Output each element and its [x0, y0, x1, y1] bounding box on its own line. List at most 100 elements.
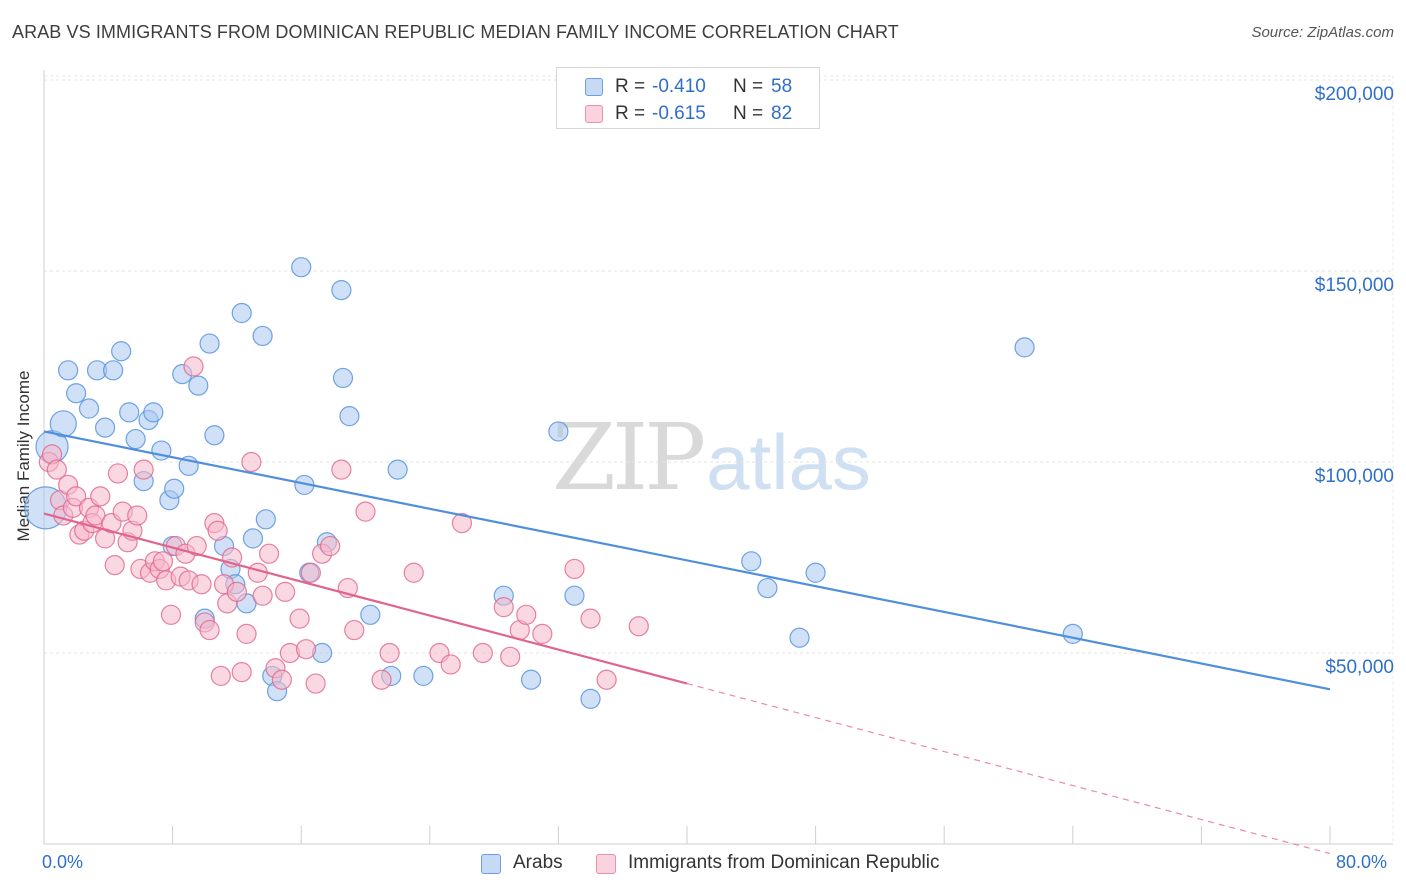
dominican-point — [472, 642, 493, 664]
watermark-zip: ZIP — [552, 404, 706, 511]
dominican-point — [152, 551, 174, 572]
dominican-point — [320, 535, 341, 557]
trend-extension-dominican — [686, 682, 1331, 855]
arab-point — [789, 627, 810, 648]
dominican-point — [275, 581, 296, 602]
dominican-point — [295, 639, 317, 660]
arab-point — [231, 302, 252, 324]
arab-point — [66, 383, 87, 404]
dominican-point — [628, 616, 649, 637]
arab-point — [339, 406, 360, 427]
stats-row-arabs: R = -0.410 N = 58 — [557, 74, 819, 100]
arab-point — [1014, 337, 1035, 358]
arab-point — [360, 604, 381, 625]
y-tick-label: $200,000 — [1314, 84, 1394, 105]
arab-point — [111, 341, 132, 362]
y-tick-label: $100,000 — [1314, 466, 1394, 487]
arab-point — [580, 688, 601, 709]
dominican-point — [355, 501, 376, 522]
stats-legend: R = -0.410 N = 58 R = -0.615 N = 82 — [556, 67, 820, 129]
trend-line-dominican — [43, 512, 688, 685]
dominican-point — [451, 513, 473, 534]
dominican-point — [500, 646, 521, 667]
dominican-point — [403, 562, 424, 583]
legend-swatch-dominican — [596, 854, 616, 874]
chart-title: ARAB VS IMMIGRANTS FROM DOMINICAN REPUBL… — [12, 22, 899, 42]
series-legend: Arabs Immigrants from Dominican Republic — [0, 852, 1406, 878]
dominican-point — [300, 562, 321, 583]
dominican-point — [183, 356, 204, 377]
stats-row-dominican: R = -0.615 N = 82 — [557, 101, 819, 127]
dominican-point — [186, 535, 207, 557]
stats-n-label: N = — [733, 103, 764, 124]
arab-point — [741, 551, 762, 572]
arab-point — [94, 417, 116, 438]
arab-point — [387, 459, 408, 480]
arab-point — [255, 509, 276, 530]
dominican-point — [160, 604, 182, 625]
arab-point — [204, 425, 225, 446]
arab-point — [103, 360, 124, 381]
dominican-point — [191, 574, 212, 595]
dominican-point — [207, 520, 228, 541]
dominican-point — [331, 459, 352, 480]
stats-r-value: -0.615 — [652, 103, 706, 124]
dominican-point — [305, 673, 326, 694]
arab-point — [119, 402, 140, 423]
source-label: Source: ZipAtlas.com — [1251, 24, 1394, 41]
series-dominican-points — [38, 356, 649, 694]
trend-line-arabs — [43, 430, 1331, 691]
y-tick-label: $50,000 — [1325, 657, 1394, 678]
arab-point — [1062, 623, 1083, 645]
dominican-point — [127, 505, 148, 526]
dominican-point — [104, 555, 125, 576]
stats-n-value: 58 — [771, 76, 793, 97]
arab-point — [199, 333, 220, 354]
trend-lines — [43, 430, 1331, 855]
legend-label-dominican: Immigrants from Dominican Republic — [628, 852, 940, 873]
data-points — [24, 257, 1083, 709]
arab-point — [757, 577, 778, 599]
dominican-point — [289, 608, 310, 629]
dominican-point — [371, 669, 392, 690]
arab-point — [58, 360, 79, 381]
dominican-point — [90, 486, 111, 507]
dominican-point — [580, 608, 601, 629]
dominican-point — [532, 623, 553, 645]
arab-point — [242, 528, 264, 549]
legend-swatch-arabs — [481, 854, 501, 874]
arab-point — [188, 375, 209, 396]
dominican-point — [46, 459, 67, 480]
dominican-point — [379, 642, 400, 664]
stats-r-label: R = — [615, 103, 646, 124]
arab-point — [125, 428, 146, 450]
arab-point — [805, 562, 826, 583]
arab-point — [78, 398, 100, 419]
dominican-point — [199, 619, 220, 641]
series-arabs-points — [24, 257, 1083, 709]
dominican-point — [133, 459, 154, 480]
dominican-point — [564, 558, 585, 580]
dominican-point — [241, 451, 262, 473]
dominican-point — [66, 486, 87, 507]
arab-point — [332, 367, 354, 389]
dominican-point — [252, 585, 273, 606]
dominican-point — [258, 543, 280, 564]
arab-point — [291, 257, 312, 278]
x-tick-label-min: 0.0% — [42, 852, 84, 872]
arab-point — [252, 325, 273, 347]
stats-swatch-arabs — [585, 78, 603, 96]
dominican-point — [271, 669, 293, 690]
dominican-point — [344, 619, 365, 641]
y-tick-label: $150,000 — [1314, 275, 1394, 296]
dominican-point — [440, 654, 461, 675]
stats-r-label: R = — [615, 76, 646, 97]
legend-label-arabs: Arabs — [513, 852, 563, 873]
stats-n-value: 82 — [771, 103, 793, 124]
dominican-point — [236, 623, 257, 645]
stats-r-value: -0.410 — [652, 76, 706, 97]
arab-point — [331, 280, 352, 301]
dominican-point — [226, 581, 247, 602]
stats-swatch-dominican — [585, 105, 603, 123]
